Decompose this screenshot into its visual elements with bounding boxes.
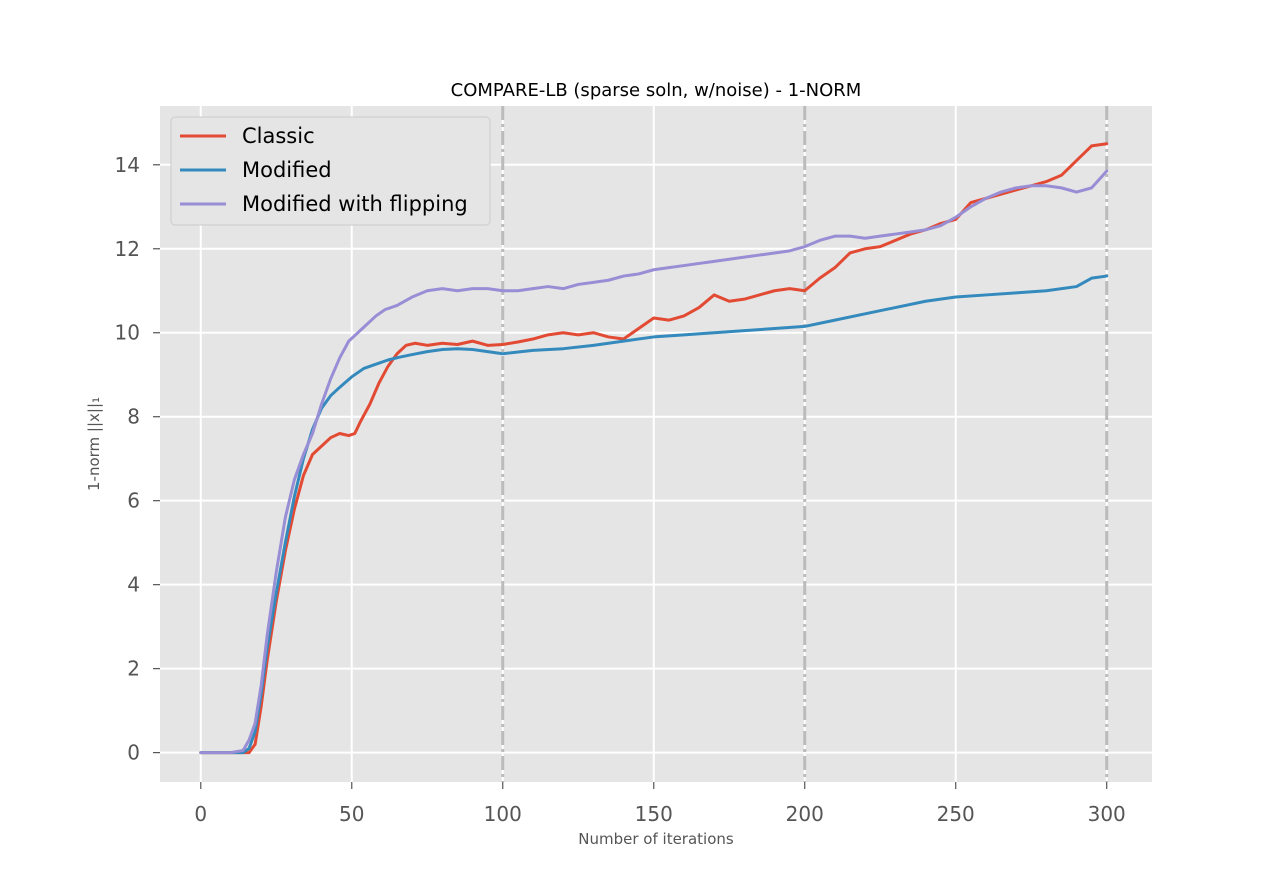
- y-tick-label-0: 0: [127, 741, 140, 765]
- series-lines: [199, 142, 1109, 755]
- x-tick-label-200: 200: [786, 802, 824, 826]
- x-tick-label-300: 300: [1088, 802, 1126, 826]
- y-tick-label-4: 4: [127, 573, 140, 597]
- y-tick-label-8: 8: [127, 405, 140, 429]
- legend: Classic Modified Modified with flipping: [170, 116, 491, 226]
- axis-ticks: 0 50 100 150 200 250 300 0 2 4 6 8 10 12 14: [115, 153, 1126, 826]
- y-axis-title: 1-norm ||x||₁: [85, 397, 103, 491]
- y-tick-label-2: 2: [127, 657, 140, 681]
- series-line-modified: [199, 274, 1109, 755]
- y-tick-label-14: 14: [115, 153, 140, 177]
- series-line-modified-with-flipping: [199, 169, 1109, 755]
- legend-label-modified-flipping: Modified with flipping: [242, 192, 468, 216]
- legend-box: [170, 116, 491, 226]
- x-tick-label-0: 0: [194, 802, 207, 826]
- legend-label-modified: Modified: [242, 158, 332, 182]
- y-tick-label-6: 6: [127, 489, 140, 513]
- reference-lines: [501, 106, 1109, 782]
- x-axis-title: Number of iterations: [578, 830, 734, 848]
- x-tick-label-50: 50: [339, 802, 364, 826]
- y-tick-label-12: 12: [115, 237, 140, 261]
- y-tick-label-10: 10: [115, 321, 140, 345]
- legend-label-classic: Classic: [242, 124, 315, 148]
- chart-title: COMPARE-LB (sparse soln, w/noise) - 1-NO…: [451, 80, 862, 101]
- x-tick-label-100: 100: [484, 802, 522, 826]
- x-tick-label-250: 250: [937, 802, 975, 826]
- x-tick-label-150: 150: [635, 802, 673, 826]
